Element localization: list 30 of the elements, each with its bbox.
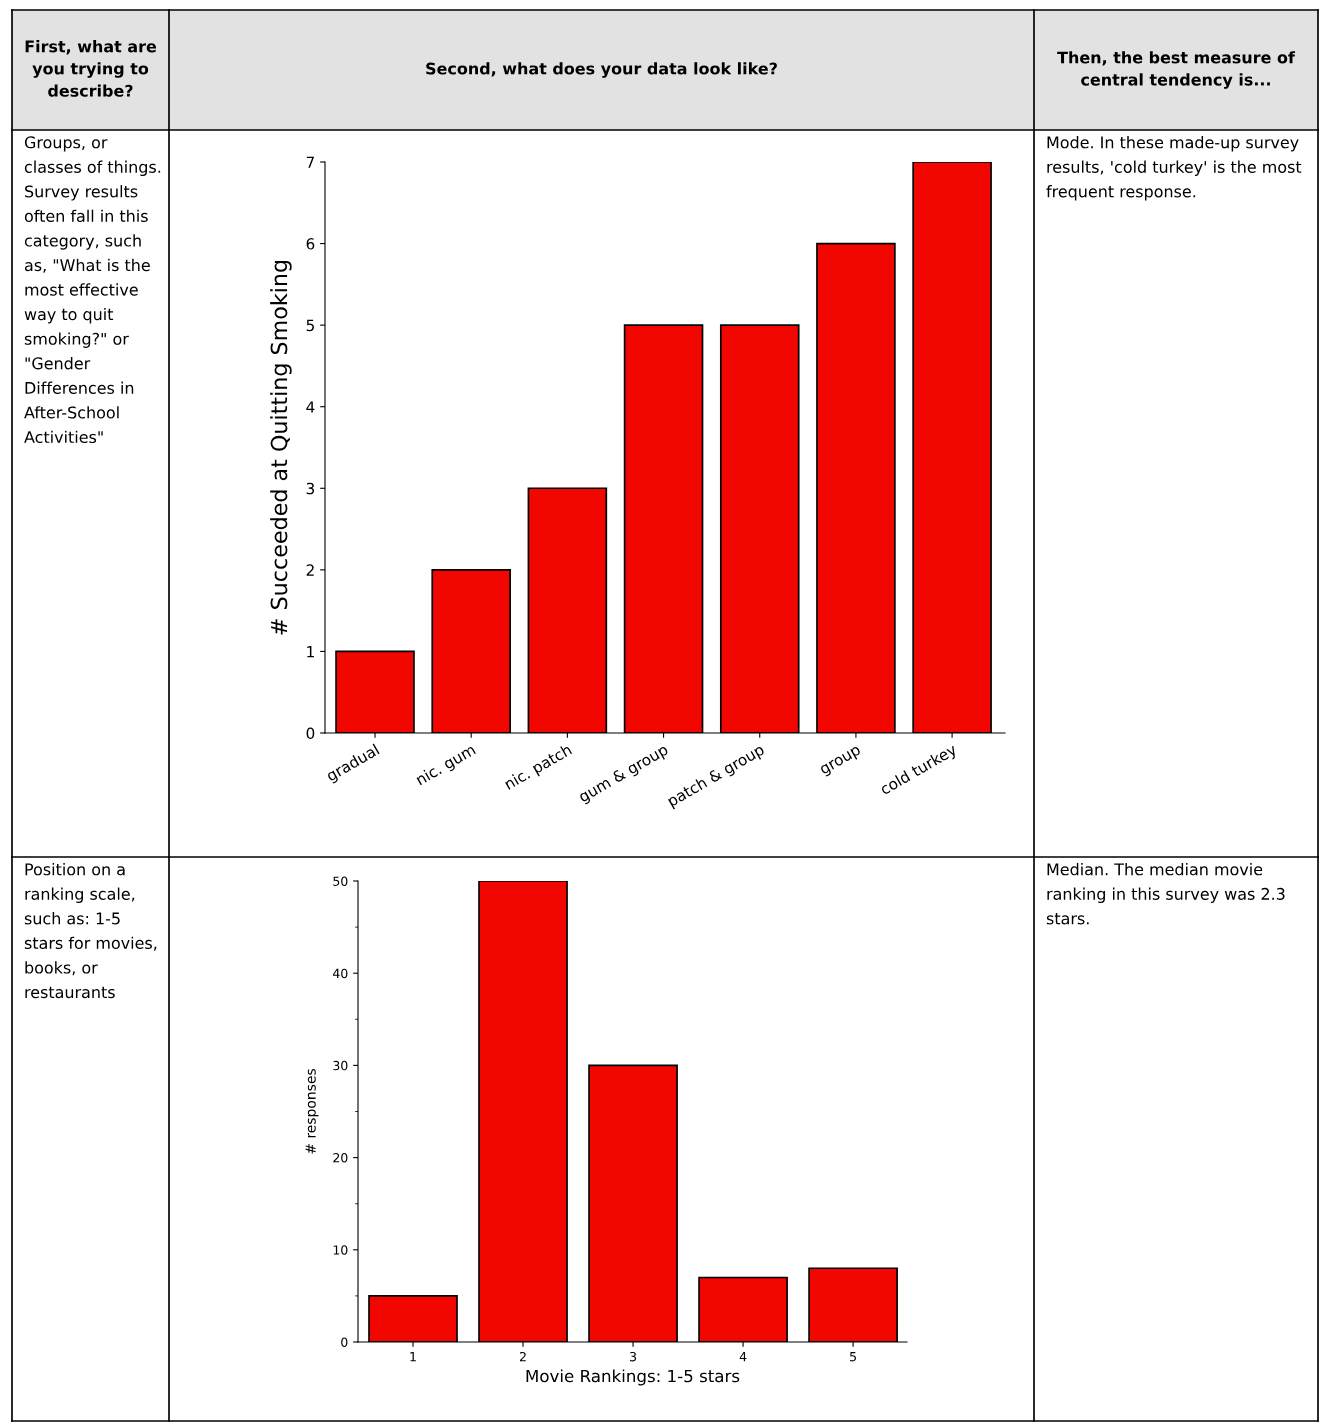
y-tick-label: 4	[306, 401, 315, 413]
y-tick-label: 0	[306, 727, 315, 740]
text: Groups, or classes of things. Survey results often fall in this category, such as, "What is the most effective way to quit smoking?" or "Gender Differences in After-School Activities"	[24, 136, 161, 444]
y-tick-label: 6	[306, 238, 315, 250]
y-tick-label: 20	[333, 1153, 348, 1163]
x-tick-label: 3	[630, 1351, 637, 1362]
x-axis-title: Movie Rankings: 1-5 stars	[526, 1369, 740, 1386]
x-tick-label: 1	[410, 1352, 416, 1362]
y-tick-label: 40	[332, 968, 348, 979]
x-tick-label: nic. gum	[414, 743, 478, 788]
text: First, what are you trying to describe?	[25, 40, 157, 97]
y-tick-label: 5	[306, 319, 314, 332]
y-tick-label: 30	[333, 1060, 348, 1071]
x-tick-label: 2	[519, 1351, 526, 1362]
text: Then, the best measure of central tendency is...	[1057, 51, 1296, 89]
x-tick-label: 5	[850, 1352, 856, 1362]
y-tick-label: 1	[307, 646, 314, 658]
text: Median. The median movie ranking in this survey was 2.3 stars.	[1046, 863, 1285, 925]
text: Position on a ranking scale, such as: 1-5 stars for movies, books, or restaurants	[24, 863, 157, 999]
y-tick-label: 0	[341, 1337, 348, 1347]
y-tick-label: 10	[333, 1245, 348, 1255]
y-tick-label: 3	[306, 482, 315, 495]
y-axis-title: # responses	[305, 1069, 319, 1154]
y-tick-label: 50	[333, 876, 348, 886]
text: Mode. In these made-up survey results, 'cold turkey' is the most frequent response.	[1046, 136, 1302, 201]
y-tick-label: 2	[306, 564, 314, 576]
y-axis-title: # Succeeded at Quitting Smoking	[270, 260, 292, 635]
text: Second, what does your data look like?	[426, 62, 777, 78]
y-tick-label: 7	[306, 156, 314, 168]
x-tick-label: 4	[739, 1352, 747, 1362]
